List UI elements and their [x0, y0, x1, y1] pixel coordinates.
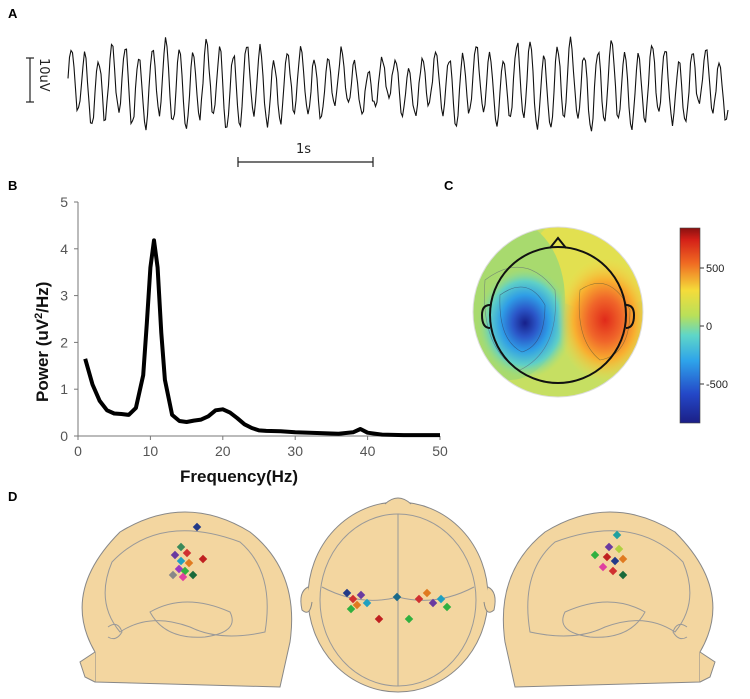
- eeg-signal-trace: [67, 36, 729, 132]
- y-axis-title: Power (uV2/Hz): [33, 282, 52, 402]
- x-axis-title: Frequency(Hz): [180, 467, 298, 486]
- colorbar: 500 0 -500: [679, 227, 728, 424]
- panel-label-d: D: [8, 489, 18, 504]
- panel-label-c: C: [444, 178, 454, 193]
- topography-map: 500 0 -500: [472, 226, 728, 424]
- y-tick-label: 4: [60, 241, 68, 257]
- power-spectrum-chart: 0 10 20 30 40 50 0 1 2 3 4 5 Frequency(Hz) Power (u…: [33, 194, 448, 486]
- x-tick-label: 40: [360, 443, 376, 459]
- y-tick-label: 3: [60, 288, 68, 304]
- panel-label-b: B: [8, 178, 18, 193]
- x-tick-label: 10: [143, 443, 159, 459]
- colorbar-tick-neg500: -500: [706, 379, 728, 391]
- head-sagittal-right: [502, 511, 716, 688]
- y-tick-label: 5: [60, 194, 68, 210]
- x-tick-label: 20: [215, 443, 231, 459]
- source-localization-panel: [79, 497, 716, 693]
- head-sagittal-left: [79, 511, 293, 688]
- spectrum-axes: [77, 202, 440, 437]
- amplitude-scale-bar: 10uV: [26, 57, 51, 103]
- head-outline: [480, 236, 636, 384]
- spectrum-series-line: [83, 238, 440, 438]
- time-scale-bar: 1s: [237, 142, 374, 167]
- colorbar-tick-500: 500: [706, 263, 724, 275]
- dipole-markers-top: [342, 588, 452, 624]
- time-scale-label: 1s: [296, 142, 311, 157]
- y-tick-label: 0: [60, 428, 68, 444]
- y-tick-label: 1: [60, 381, 68, 397]
- x-tick-label: 0: [74, 443, 82, 459]
- x-tick-label: 30: [287, 443, 303, 459]
- y-tick-label: 2: [60, 334, 68, 350]
- scalp-map: [473, 227, 643, 397]
- head-axial-top: [300, 497, 496, 693]
- x-tick-label: 50: [432, 443, 448, 459]
- panel-label-a: A: [8, 6, 18, 21]
- amplitude-scale-label: 10uV: [36, 58, 51, 92]
- colorbar-tick-0: 0: [706, 321, 712, 333]
- eeg-trace-panel: 10uV 1s: [26, 36, 729, 167]
